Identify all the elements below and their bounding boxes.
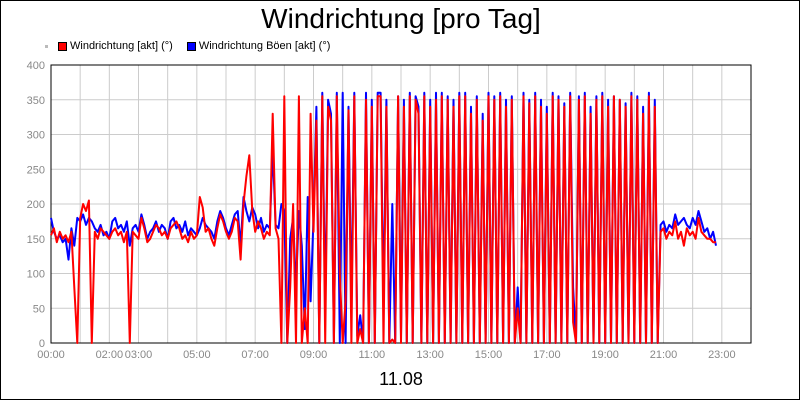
legend-item-red: Windrichtung [akt] (°) [58,40,173,52]
x-tick-label: 21:00 [650,349,678,361]
legend-label-red: Windrichtung [akt] (°) [70,40,173,52]
x-tick-label: 05:00 [183,349,211,361]
legend: Windrichtung [akt] (°) Windrichtung Böen… [45,40,344,52]
legend-item-blue: Windrichtung Böen [akt] (°) [186,40,331,52]
x-tick-label: 03:00 [125,349,153,361]
x-tick-label: 00:00 [37,349,65,361]
y-tick-label: 50 [33,303,45,315]
x-tick-label: 19:00 [591,349,619,361]
series-line-windrichtung [50,95,716,344]
y-tick-label: 100 [27,269,45,281]
y-tick-label: 350 [27,95,45,107]
x-tick-label: 13:00 [416,349,444,361]
y-tick-label: 150 [27,234,45,246]
x-axis-label: 11.08 [379,369,423,389]
y-tick-label: 400 [27,60,45,72]
x-tick-label: 23:00 [708,349,736,361]
legend-label-blue: Windrichtung Böen [akt] (°) [198,40,331,52]
y-tick-label: 250 [27,164,45,176]
legend-swatch-blue [186,41,196,51]
chart-title: Windrichtung [pro Tag] [261,3,541,34]
x-tick-label: 07:00 [241,349,269,361]
x-tick-label: 17:00 [533,349,561,361]
legend-marker-icon [45,44,48,48]
x-tick-label: 09:00 [300,349,328,361]
x-tick-label: 15:00 [475,349,503,361]
y-tick-label: 200 [27,199,45,211]
x-tick-label: 11:00 [358,349,385,361]
y-tick-label: 300 [27,130,45,142]
y-tick-label: 0 [39,338,45,350]
legend-swatch-red [58,41,67,51]
x-tick-label: 02:00 [96,349,124,361]
